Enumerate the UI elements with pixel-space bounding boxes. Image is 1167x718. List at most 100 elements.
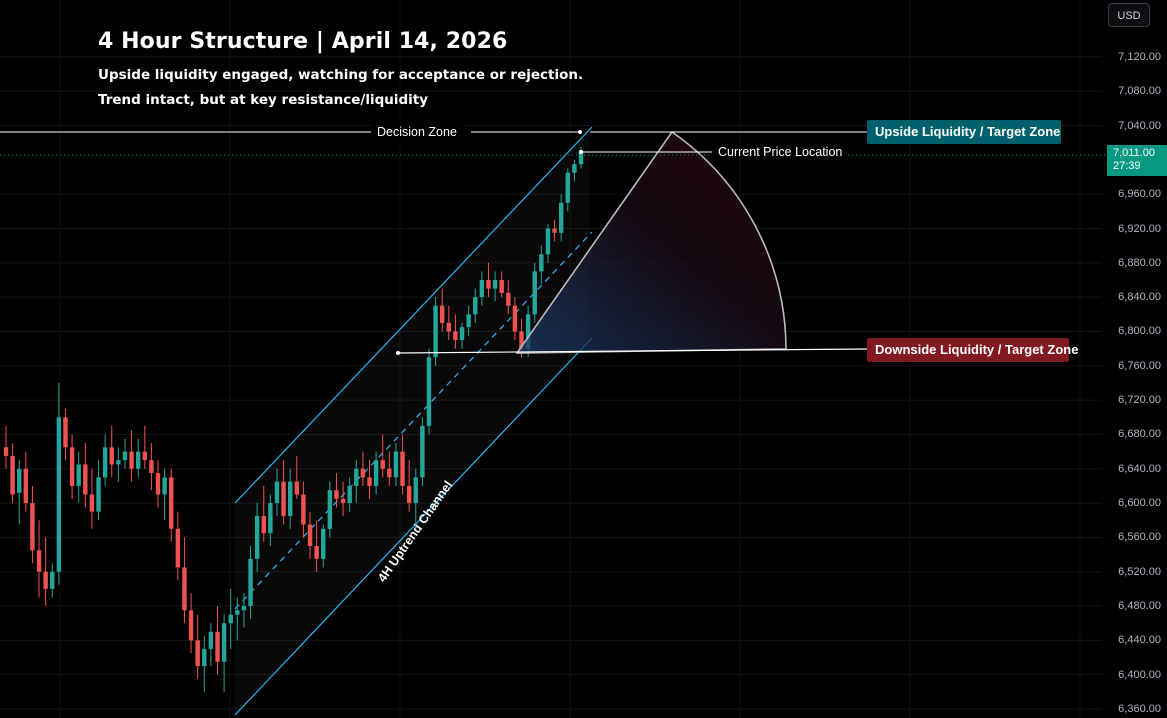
candle-body: [89, 494, 95, 512]
candle-body: [400, 451, 405, 486]
chart-subtitle-line-2: Trend intact, but at key resistance/liqu…: [98, 92, 429, 108]
candle-body: [274, 481, 280, 504]
candle-body: [473, 297, 478, 315]
candle-body: [116, 460, 121, 465]
candle-body: [307, 524, 313, 546]
price-axis-label: 6,800.00: [1118, 325, 1161, 338]
current-price-anchor: [579, 150, 583, 154]
candle-body: [512, 305, 518, 332]
candle-body: [552, 228, 557, 233]
current-price-value: 7,011.00: [1113, 147, 1156, 159]
candle-body: [10, 455, 15, 495]
candle-body: [347, 485, 352, 504]
price-axis-label: 6,600.00: [1118, 497, 1161, 510]
candle-body: [195, 640, 200, 667]
price-axis-label: 7,040.00: [1118, 119, 1161, 132]
price-axis-label: 6,440.00: [1118, 634, 1161, 647]
candle-body: [459, 327, 465, 341]
candle-body: [221, 623, 227, 662]
candle-body: [287, 481, 293, 516]
candle-body: [254, 515, 260, 559]
price-axis-label: 6,560.00: [1118, 531, 1161, 544]
candle-body: [301, 494, 306, 525]
candle-body: [334, 490, 339, 499]
candle-body: [30, 503, 35, 551]
candle-body: [3, 447, 9, 456]
decision-zone-anchor: [578, 130, 582, 134]
candle-body: [433, 305, 438, 358]
candle-body: [446, 322, 452, 332]
candle-body: [499, 280, 504, 293]
price-axis-label: 6,480.00: [1118, 600, 1161, 613]
candle-body: [525, 314, 531, 349]
candle-body: [149, 460, 154, 474]
candle-body: [202, 648, 207, 667]
candle-body: [83, 464, 88, 495]
candle-body: [565, 172, 570, 203]
price-axis-label: 6,360.00: [1118, 703, 1161, 715]
candle-body: [380, 460, 385, 469]
candle-body: [453, 331, 458, 341]
price-axis-label: 6,720.00: [1118, 394, 1161, 407]
chart-title: 4 Hour Structure | April 14, 2026: [98, 29, 508, 54]
candle-body: [479, 280, 485, 298]
channel-mid-line: [234, 231, 593, 610]
candle-body: [354, 468, 359, 486]
price-axis-label: 6,960.00: [1118, 188, 1161, 201]
candle-body: [539, 254, 544, 272]
currency-button[interactable]: USD: [1108, 3, 1150, 27]
candle-body: [466, 314, 471, 328]
candle-body: [228, 614, 233, 624]
candle-body: [188, 610, 194, 641]
channel-lower-line: [234, 337, 593, 716]
downside-liquidity-label[interactable]: Downside Liquidity / Target Zone: [867, 338, 1078, 362]
current-price-location-label[interactable]: Current Price Location: [712, 144, 849, 160]
candle-body: [281, 481, 286, 516]
current-price-tag: 7,011.00 27:39: [1107, 145, 1167, 176]
candle-body: [142, 451, 147, 461]
decision-zone-label[interactable]: Decision Zone: [371, 124, 463, 140]
upside-liquidity-label[interactable]: Upside Liquidity / Target Zone: [867, 120, 1061, 144]
candle-body: [327, 490, 333, 529]
downside-target-anchor: [396, 351, 400, 355]
price-axis-label: 7,080.00: [1118, 85, 1161, 98]
candle-body: [17, 468, 22, 493]
candle-body: [235, 610, 240, 615]
candle-body: [69, 447, 75, 486]
candle-body: [360, 468, 366, 478]
candle-body: [122, 451, 128, 461]
candle-body: [43, 571, 48, 589]
candle-body: [109, 447, 114, 465]
candle-body: [135, 451, 141, 469]
candle-body: [96, 477, 101, 512]
candle-body: [420, 425, 425, 478]
candle-body: [268, 503, 273, 534]
candle-body: [56, 417, 62, 572]
candle-body: [175, 528, 181, 568]
candle-body: [492, 280, 498, 289]
candle-body: [558, 202, 564, 233]
price-axis-label: 6,400.00: [1118, 668, 1161, 681]
candle-body: [578, 150, 584, 165]
candle-body: [294, 481, 300, 495]
candle-body: [393, 451, 399, 478]
candle-body: [532, 271, 537, 315]
candle-body: [36, 550, 42, 572]
candle-body: [545, 228, 551, 255]
candle-body: [208, 631, 214, 649]
liquidity-fan: [515, 130, 787, 354]
candle-body: [506, 292, 511, 306]
chart-subtitle-line-1: Upside liquidity engaged, watching for a…: [98, 67, 584, 83]
candle-body: [182, 567, 187, 611]
candle-body: [129, 451, 134, 469]
candle-body: [215, 631, 220, 662]
price-axis-label: 6,840.00: [1118, 291, 1161, 304]
candle-body: [248, 558, 253, 607]
candle-body: [340, 498, 346, 504]
price-axis-label: 6,880.00: [1118, 256, 1161, 269]
candle-body: [367, 477, 372, 486]
candle-body: [155, 473, 161, 495]
channel-upper-line: [234, 126, 593, 504]
